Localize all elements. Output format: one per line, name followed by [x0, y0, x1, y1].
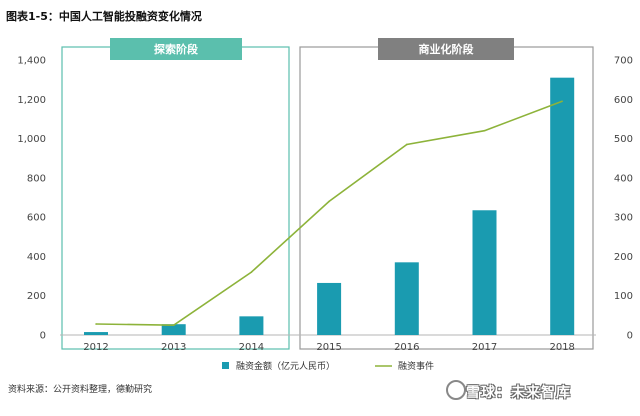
line-point — [561, 100, 563, 103]
phase-label-exploration: 探索阶段 — [154, 42, 198, 56]
figure-title: 图表1-5：中国人工智能投融资变化情况 — [6, 10, 202, 23]
x-tick-label: 2013 — [161, 342, 186, 353]
legend-line-label: 融资事件 — [398, 360, 434, 372]
x-tick-label: 2018 — [549, 342, 574, 353]
bar — [317, 282, 342, 335]
y-right-tick-label: 100 — [614, 291, 633, 302]
y-left-tick-label: 1,200 — [17, 95, 46, 106]
line-point — [172, 324, 175, 326]
y-right-tick-label: 300 — [614, 213, 633, 224]
legend-bar-label: 融资金额（亿元人民币） — [236, 360, 335, 372]
phase-label-box-exploration — [110, 38, 242, 60]
bar — [472, 210, 497, 335]
phase-frame-exploration — [61, 46, 290, 350]
line-point — [406, 143, 408, 146]
y-left-tick-label: 600 — [27, 213, 46, 224]
y-right-tick-label: 0 — [627, 331, 633, 342]
x-tick-label: 2015 — [316, 342, 341, 353]
y-left-tick-label: 800 — [27, 173, 46, 184]
x-tick-label: 2014 — [239, 342, 264, 353]
y-right-tick-label: 700 — [614, 56, 633, 67]
y-right-tick-label: 200 — [614, 252, 633, 263]
x-tick-label: 2016 — [394, 342, 419, 353]
line-point — [250, 271, 253, 273]
x-tick-label: 2017 — [472, 342, 497, 353]
x-tick-label: 2012 — [83, 342, 108, 353]
phase-frame-commercial — [299, 46, 594, 350]
y-left-tick-label: 1,400 — [17, 56, 46, 67]
y-right-tick-label: 500 — [614, 134, 633, 145]
watermark-logo-icon — [446, 380, 466, 400]
y-right-tick-label: 400 — [614, 173, 633, 184]
watermark: 雪球：未来智库 — [466, 385, 571, 401]
line-point — [95, 323, 97, 325]
line-point — [483, 129, 486, 132]
y-right-tick-label: 600 — [614, 95, 633, 106]
line-point — [328, 200, 330, 203]
y-left-tick-label: 200 — [27, 291, 46, 302]
bar — [550, 77, 575, 335]
y-left-tick-label: 0 — [40, 331, 46, 342]
bar — [239, 316, 264, 335]
bar — [394, 262, 419, 335]
bar — [84, 332, 108, 335]
bar — [161, 324, 186, 335]
source-note: 资料来源：公开资料整理，德勤研究 — [8, 385, 153, 395]
y-left-tick-label: 400 — [27, 252, 46, 263]
phase-label-commercial: 商业化阶段 — [419, 42, 474, 56]
legend-bar-swatch — [222, 362, 229, 369]
phase-label-box-commercial — [378, 38, 514, 60]
y-left-tick-label: 1,000 — [17, 134, 46, 145]
